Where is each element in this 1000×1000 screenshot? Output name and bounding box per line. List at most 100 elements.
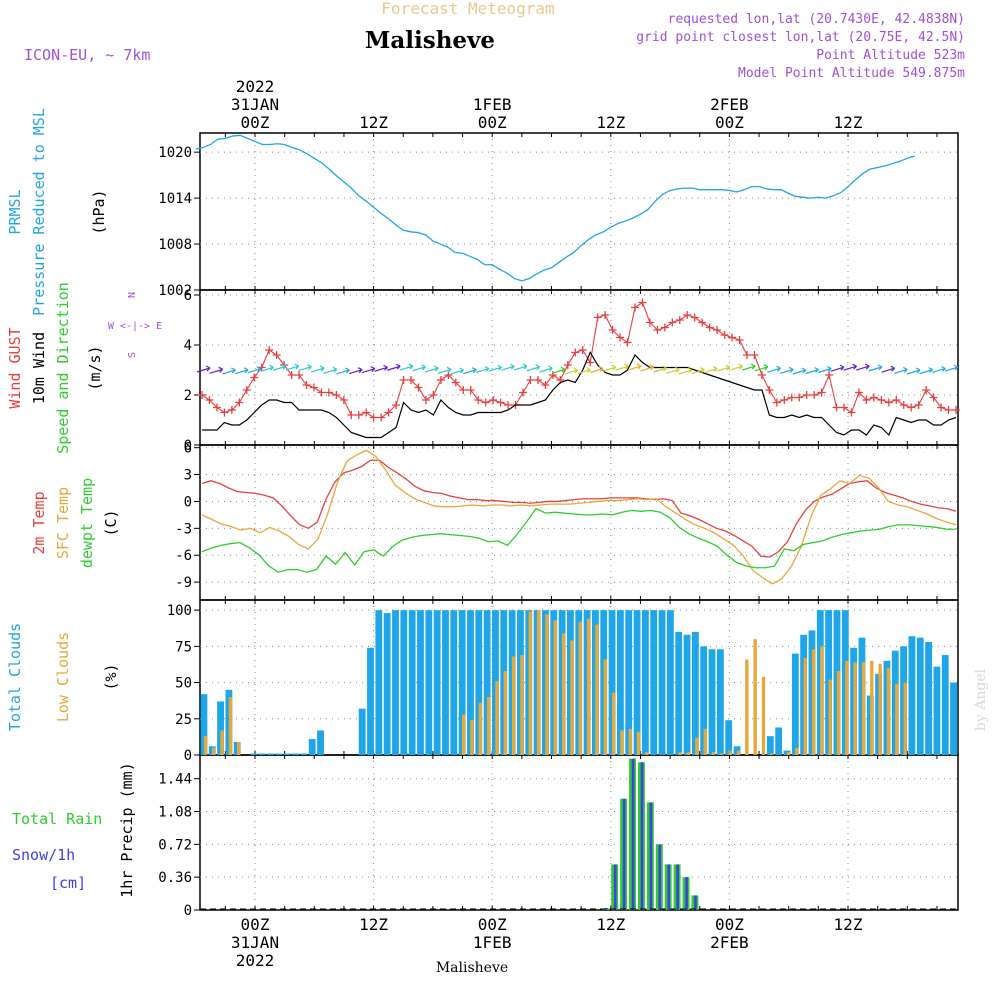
y-tick-label: 2	[184, 388, 192, 404]
temp-sfc-line	[201, 449, 957, 585]
snow-bar	[640, 762, 644, 910]
low-cloud-bar	[811, 649, 816, 755]
total-cloud-bar	[408, 610, 416, 755]
wind-direction-arrow	[640, 364, 655, 372]
low-cloud-bar	[728, 750, 732, 755]
low-cloud-bar	[528, 611, 532, 755]
low-cloud-bar	[678, 752, 682, 755]
low-cloud-bar	[545, 614, 549, 755]
wind-gust-marker	[787, 393, 796, 402]
wind-gust-marker	[772, 398, 781, 407]
wind-direction-arrow	[526, 364, 541, 372]
wind-gust-marker	[354, 411, 363, 419]
y-tick-label: 1014	[158, 191, 192, 207]
wind-gust-marker	[854, 388, 863, 397]
wind-gust-marker	[399, 376, 408, 384]
low-clouds-label: Low Clouds	[54, 632, 72, 722]
wind-gust-marker	[220, 408, 229, 417]
y-tick-label: 1.08	[158, 805, 192, 821]
low-cloud-bar	[595, 624, 599, 755]
snow-label: Snow/1h	[12, 846, 75, 864]
wind-gust-marker	[317, 388, 326, 397]
pressure-label-2: Pressure Reduced to MSL	[30, 108, 48, 316]
wind-gust-marker	[780, 396, 789, 404]
compass-we-label: W <-|-> E	[108, 321, 162, 332]
low-cloud-bar	[511, 656, 516, 755]
total-cloud-bar	[317, 730, 324, 755]
total-cloud-bar	[358, 708, 366, 755]
wind-direction-arrow	[780, 366, 794, 374]
snow-bar	[622, 798, 626, 910]
top-hour-label: 00Z	[715, 113, 744, 132]
total-cloud-bar	[417, 610, 424, 755]
wind-direction-arrow	[754, 364, 769, 372]
low-cloud-bar	[786, 752, 791, 755]
wind-gust-marker	[198, 391, 206, 399]
wind-direction-arrow	[323, 366, 338, 374]
y-tick-label: 25	[175, 712, 192, 728]
wind-gust-marker	[302, 381, 311, 389]
total-cloud-bar	[433, 610, 441, 755]
wind-gust-marker	[466, 386, 475, 394]
wind-direction-arrow	[386, 363, 401, 371]
y-tick-label: 0.36	[158, 870, 192, 886]
temp-2m-line	[201, 459, 957, 558]
y-tick-label: 1020	[158, 145, 192, 161]
wind-gust-marker	[578, 346, 587, 354]
wind-gust-marker	[586, 358, 595, 367]
total-cloud-bar	[925, 642, 933, 755]
wind-gust-marker	[205, 396, 214, 404]
total-cloud-bar	[375, 610, 383, 755]
wind-direction-arrow	[336, 367, 350, 375]
bottom-date-label: 2FEB	[710, 933, 749, 952]
wind-direction-arrow	[196, 365, 211, 373]
snow-bar	[676, 864, 679, 910]
low-cloud-bar	[461, 714, 466, 755]
low-cloud-bar	[903, 682, 907, 755]
wind-direction-arrow	[741, 363, 756, 371]
total-cloud-bar	[941, 655, 949, 755]
wind-gust-marker	[728, 333, 737, 342]
wind-gust-marker	[683, 311, 692, 319]
wind-gust-marker	[929, 393, 938, 402]
low-cloud-bar	[695, 737, 699, 755]
wind-direction-arrow	[627, 363, 642, 371]
wind-gust-marker	[907, 403, 916, 412]
total-cloud-bar	[367, 647, 374, 755]
bottom-hour-label: 12Z	[596, 915, 625, 934]
wind-gust-marker	[324, 388, 333, 397]
total-cloud-bar	[733, 746, 741, 755]
wind-direction-arrow	[348, 367, 363, 375]
wind-gust-marker	[593, 313, 602, 322]
wind-gust-marker	[384, 408, 393, 417]
wind-direction-arrow	[488, 364, 503, 372]
wind-gust-marker	[235, 398, 244, 407]
wind-gust-marker	[489, 396, 498, 404]
total-cloud-bar	[275, 753, 283, 755]
snow-bar	[631, 758, 635, 910]
total-cloud-bar	[933, 666, 941, 755]
total-cloud-bar	[633, 610, 641, 755]
wind-direction-arrow	[209, 366, 224, 374]
wind-gust-marker	[690, 313, 699, 322]
wind-gust-marker	[519, 388, 528, 397]
total-cloud-bar	[200, 694, 208, 755]
wind-gust-marker	[660, 323, 669, 332]
top-date-label: 1FEB	[473, 95, 512, 114]
wind-gust-marker	[459, 386, 468, 394]
top-hour-label: 12Z	[596, 113, 625, 132]
low-cloud-bar	[686, 752, 691, 755]
top-date-label: 31JAN	[231, 95, 279, 114]
low-cloud-bar	[520, 655, 524, 755]
location-title: Malisheve	[365, 27, 495, 54]
total-cloud-bar	[641, 610, 649, 755]
wind-direction-arrow	[463, 367, 477, 375]
total-cloud-bar	[450, 610, 458, 755]
total-cloud-bar	[916, 637, 924, 755]
low-cloud-bar	[836, 670, 841, 755]
total-cloud-bar	[691, 631, 699, 755]
wind-gust-marker	[884, 398, 893, 407]
wind-gust-marker	[832, 403, 841, 412]
wind-gust-line	[201, 301, 956, 419]
wind-gust-marker	[541, 381, 550, 389]
